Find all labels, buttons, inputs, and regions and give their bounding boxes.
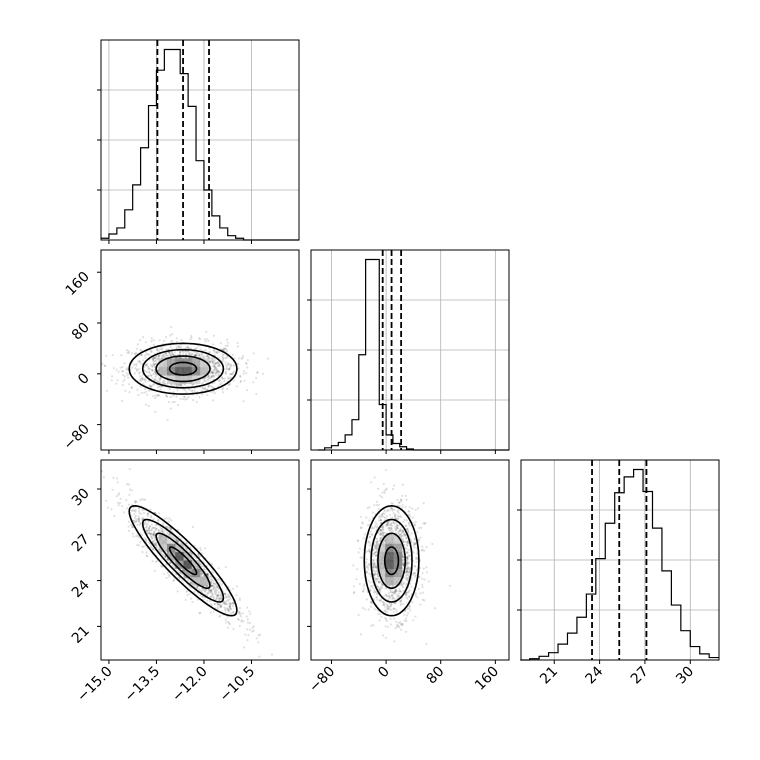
panel-hist-param-0 [97,39,300,244]
contour-line [155,355,211,383]
y-tick-label: 30 [69,486,93,510]
axes-frame [100,459,300,661]
panel-hist-param-1 [307,249,510,454]
x-tick-label: −13.5 [122,664,164,706]
y-tick-label: 24 [69,577,93,601]
y-tick-label: 80 [69,320,93,344]
contour-line [168,546,198,576]
contour-line [128,342,238,395]
x-tick-label: 21 [537,664,561,688]
y-tick-label: 0 [75,370,93,388]
panel-hist-param-2 [517,459,720,664]
y-tick-label: 27 [69,531,93,555]
contour-line [168,361,198,376]
x-tick-label: −80 [306,664,338,696]
panel-scatter-param-2-vs-1 [307,459,510,664]
axes-frame [100,249,300,451]
contour-line [370,518,413,603]
x-tick-label: −12.0 [169,664,211,706]
contour-line [128,504,238,617]
axes-frame [310,459,510,661]
contour-line [141,518,225,603]
x-tick-label: 24 [583,663,607,687]
contour-line [141,348,225,389]
x-tick-label: 160 [472,664,502,694]
contour-line [363,504,420,617]
x-tick-label: 0 [375,664,393,682]
histogram-step [101,48,299,241]
contour-line [377,532,406,590]
contour-line [383,546,400,576]
y-tick-label: 21 [69,623,93,647]
x-tick-label: 80 [424,664,448,688]
x-tick-label: −10.5 [217,664,259,706]
panel-scatter-param-2-vs-0 [97,459,300,664]
x-tick-label: −15.0 [74,664,116,706]
panel-scatter-param-1-vs-0 [97,249,300,454]
x-tick-label: 30 [673,664,697,688]
contour-line [155,532,211,589]
x-tick-label: 27 [628,664,652,688]
y-tick-label: −80 [61,421,93,453]
histogram-step [317,258,509,451]
y-tick-label: 160 [63,269,93,299]
